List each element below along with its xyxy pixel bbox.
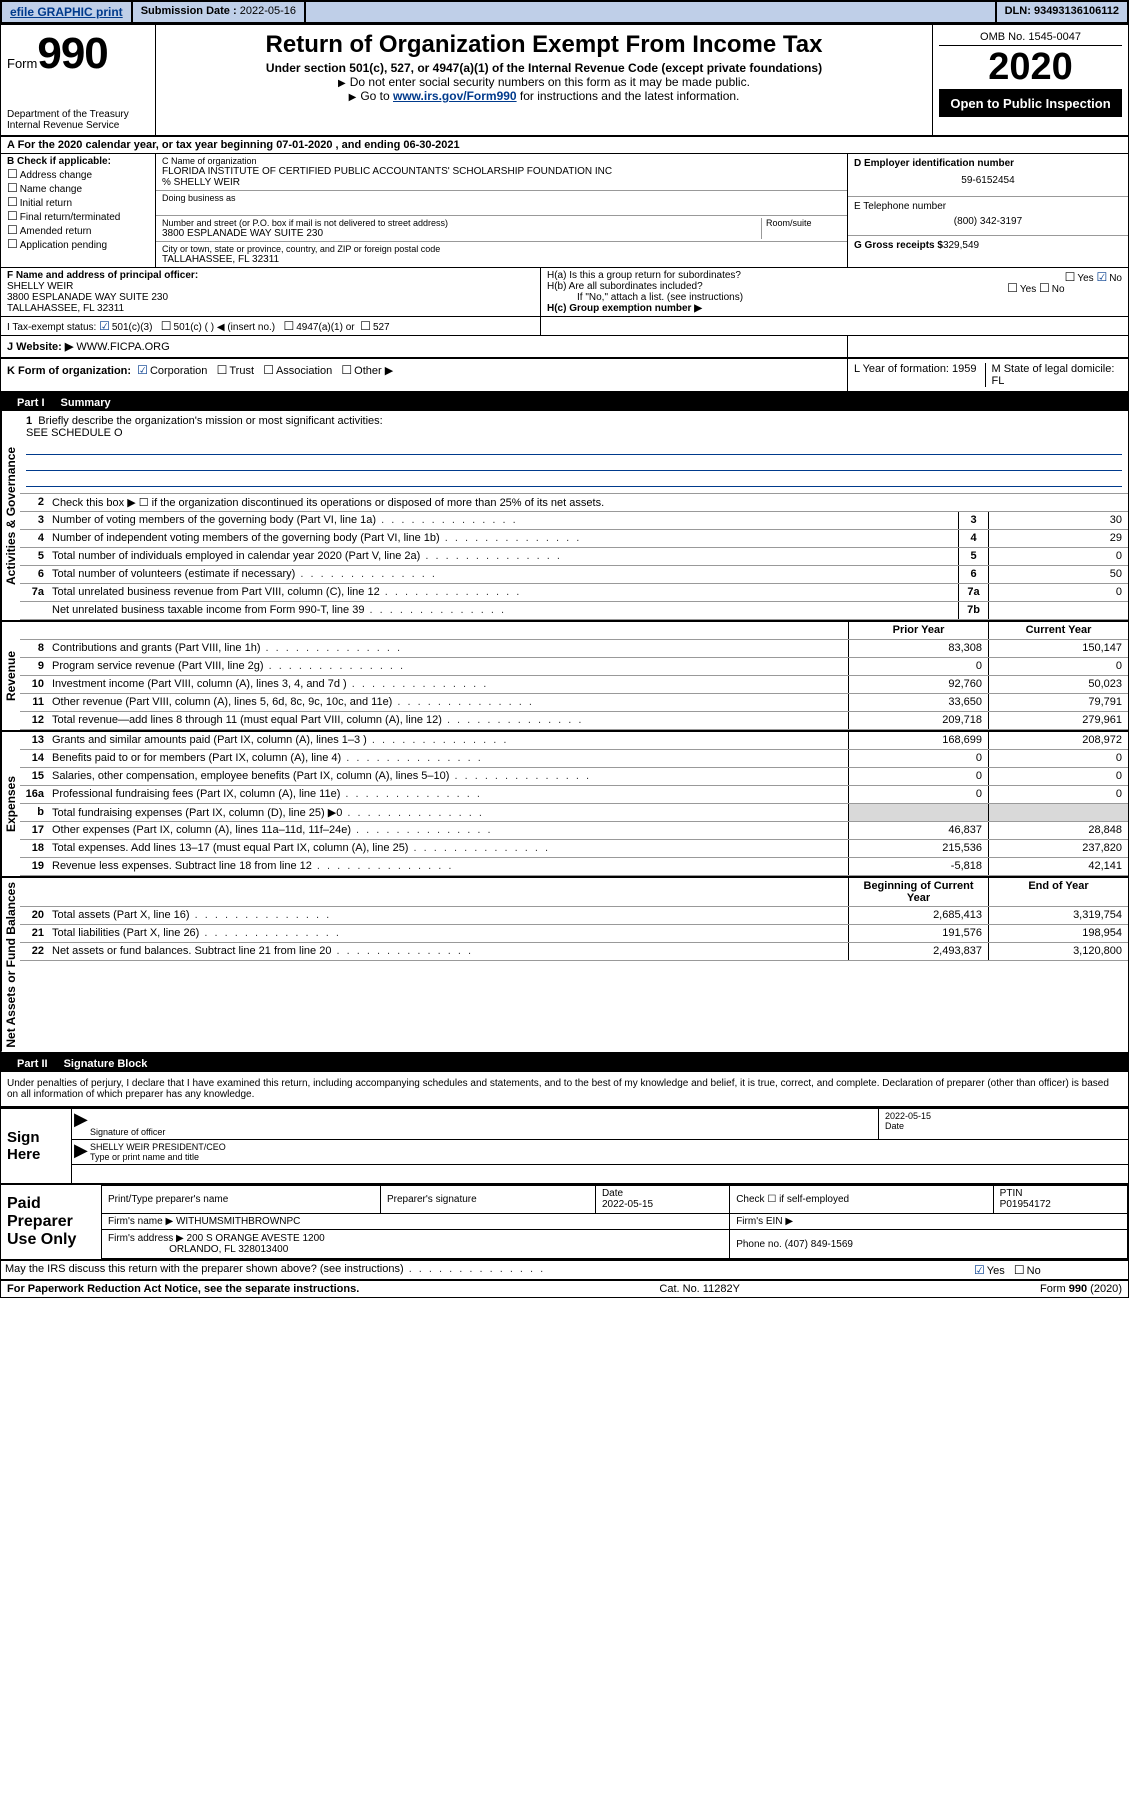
- table-row: 21Total liabilities (Part X, line 26)191…: [20, 925, 1128, 943]
- section-j: J Website: ▶ WWW.FICPA.ORG: [1, 336, 848, 357]
- section-b: B Check if applicable: Address change Na…: [1, 154, 156, 268]
- table-row: 5Total number of individuals employed in…: [20, 548, 1128, 566]
- final-return-checkbox[interactable]: Final return/terminated: [7, 209, 149, 223]
- table-row: 17Other expenses (Part IX, column (A), l…: [20, 822, 1128, 840]
- submission-date: Submission Date : 2022-05-16: [132, 1, 305, 23]
- table-row: 7aTotal unrelated business revenue from …: [20, 584, 1128, 602]
- instructions-link[interactable]: www.irs.gov/Form990: [393, 89, 517, 103]
- section-c: C Name of organization FLORIDA INSTITUTE…: [156, 154, 848, 268]
- table-row: 10Investment income (Part VIII, column (…: [20, 676, 1128, 694]
- paid-preparer-label: Paid Preparer Use Only: [1, 1185, 101, 1259]
- side-net-assets: Net Assets or Fund Balances: [1, 878, 20, 1052]
- sign-here-label: Sign Here: [1, 1109, 71, 1183]
- hb-yes-checkbox[interactable]: Yes: [1007, 284, 1036, 295]
- tax-year: 2020: [939, 46, 1122, 90]
- 4947-checkbox[interactable]: 4947(a)(1) or: [283, 322, 354, 333]
- section-i: I Tax-exempt status: 501(c)(3) 501(c) ( …: [1, 317, 541, 336]
- dln: DLN: 93493136106112: [996, 1, 1128, 23]
- table-row: 19Revenue less expenses. Subtract line 1…: [20, 858, 1128, 876]
- table-row: Net unrelated business taxable income fr…: [20, 602, 1128, 620]
- signature-arrow-icon: ▶: [72, 1140, 84, 1164]
- table-row: 16aProfessional fundraising fees (Part I…: [20, 786, 1128, 804]
- paid-preparer-table: Print/Type preparer's name Preparer's si…: [101, 1185, 1128, 1259]
- amended-return-checkbox[interactable]: Amended return: [7, 223, 149, 237]
- corp-checkbox[interactable]: Corporation: [137, 365, 207, 377]
- 501c3-checkbox[interactable]: 501(c)(3): [99, 322, 152, 333]
- other-checkbox[interactable]: Other ▶: [341, 365, 393, 377]
- table-row: 3Number of voting members of the governi…: [20, 512, 1128, 530]
- title-block: Return of Organization Exempt From Incom…: [156, 25, 933, 135]
- perjury-statement: Under penalties of perjury, I declare th…: [1, 1072, 1128, 1107]
- side-revenue: Revenue: [1, 622, 20, 730]
- table-row: 11Other revenue (Part VIII, column (A), …: [20, 694, 1128, 712]
- table-row: 6Total number of volunteers (estimate if…: [20, 566, 1128, 584]
- application-pending-checkbox[interactable]: Application pending: [7, 237, 149, 251]
- right-column: OMB No. 1545-0047 2020 Open to Public In…: [933, 25, 1128, 135]
- table-row: 12Total revenue—add lines 8 through 11 (…: [20, 712, 1128, 730]
- table-row: 20Total assets (Part X, line 16)2,685,41…: [20, 907, 1128, 925]
- 501c-checkbox[interactable]: 501(c) ( ) ◀ (insert no.): [161, 322, 275, 333]
- section-f: F Name and address of principal officer:…: [1, 268, 541, 317]
- trust-checkbox[interactable]: Trust: [217, 365, 254, 377]
- hb-no-checkbox[interactable]: No: [1039, 284, 1065, 295]
- side-expenses: Expenses: [1, 732, 20, 876]
- table-row: 13Grants and similar amounts paid (Part …: [20, 732, 1128, 750]
- form-number-cell: Form990 Department of the Treasury Inter…: [1, 25, 156, 135]
- section-lm: L Year of formation: 1959 M State of leg…: [848, 359, 1128, 391]
- discuss-yes-checkbox[interactable]: Yes: [974, 1265, 1005, 1277]
- 527-checkbox[interactable]: 527: [360, 322, 389, 333]
- section-d-e-g: D Employer identification number 59-6152…: [848, 154, 1128, 268]
- footer: For Paperwork Reduction Act Notice, see …: [1, 1281, 1128, 1297]
- table-row: bTotal fundraising expenses (Part IX, co…: [20, 804, 1128, 822]
- section-h: H(a) Is this a group return for subordin…: [541, 268, 1128, 317]
- initial-return-checkbox[interactable]: Initial return: [7, 195, 149, 209]
- discuss-question: May the IRS discuss this return with the…: [1, 1261, 968, 1279]
- ha-yes-checkbox[interactable]: Yes: [1065, 273, 1094, 284]
- form-title: Return of Organization Exempt From Incom…: [162, 31, 926, 59]
- table-row: 18Total expenses. Add lines 13–17 (must …: [20, 840, 1128, 858]
- line-a: A For the 2020 calendar year, or tax yea…: [1, 137, 1128, 154]
- table-row: 15Salaries, other compensation, employee…: [20, 768, 1128, 786]
- side-activities-governance: Activities & Governance: [1, 411, 20, 620]
- table-row: 22Net assets or fund balances. Subtract …: [20, 943, 1128, 961]
- topbar: efile GRAPHIC print Submission Date : 20…: [1, 1, 1128, 25]
- name-change-checkbox[interactable]: Name change: [7, 181, 149, 195]
- signature-arrow-icon: ▶: [72, 1109, 84, 1139]
- table-row: 4Number of independent voting members of…: [20, 530, 1128, 548]
- ha-no-checkbox[interactable]: No: [1096, 273, 1122, 284]
- table-row: 9Program service revenue (Part VIII, lin…: [20, 658, 1128, 676]
- assoc-checkbox[interactable]: Association: [263, 365, 332, 377]
- section-k: K Form of organization: Corporation Trus…: [1, 359, 848, 391]
- address-change-checkbox[interactable]: Address change: [7, 167, 149, 181]
- table-row: 14Benefits paid to or for members (Part …: [20, 750, 1128, 768]
- table-row: 8Contributions and grants (Part VIII, li…: [20, 640, 1128, 658]
- efile-link[interactable]: efile GRAPHIC print: [1, 1, 132, 23]
- discuss-no-checkbox[interactable]: No: [1014, 1265, 1041, 1277]
- part-2-header: Part IISignature Block: [1, 1054, 1128, 1072]
- part-1-header: Part ISummary: [1, 393, 1128, 411]
